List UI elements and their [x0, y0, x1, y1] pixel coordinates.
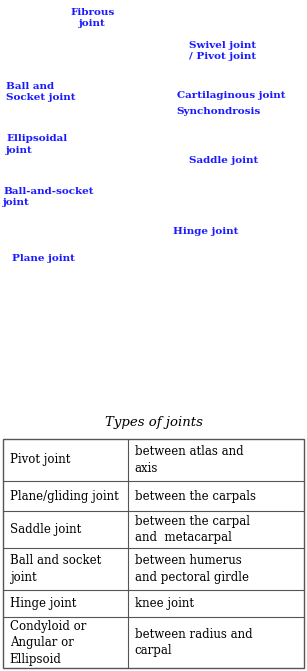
Text: Synchondrosis: Synchondrosis: [177, 107, 261, 117]
Text: Cartilaginous joint: Cartilaginous joint: [177, 91, 285, 100]
Text: knee joint: knee joint: [135, 597, 194, 610]
Text: Condyloid or
Angular or
Ellipsoid: Condyloid or Angular or Ellipsoid: [10, 619, 86, 666]
Text: between the carpal
and  metacarpal: between the carpal and metacarpal: [135, 515, 250, 544]
Text: Ball and
Socket joint: Ball and Socket joint: [6, 81, 76, 101]
Text: Swivel joint
/ Pivot joint: Swivel joint / Pivot joint: [189, 41, 256, 61]
Text: between the carpals: between the carpals: [135, 490, 256, 503]
Text: Ball-and-socket
joint: Ball-and-socket joint: [3, 187, 94, 207]
Text: Saddle joint: Saddle joint: [10, 523, 81, 536]
Text: Plane joint: Plane joint: [12, 254, 75, 263]
Text: between humerus
and pectoral girdle: between humerus and pectoral girdle: [135, 554, 249, 584]
Text: between atlas and
axis: between atlas and axis: [135, 445, 243, 474]
Text: between radius and
carpal: between radius and carpal: [135, 628, 252, 658]
Text: Plane/gliding joint: Plane/gliding joint: [10, 490, 119, 503]
Text: Fibrous
joint: Fibrous joint: [70, 8, 114, 28]
Text: Ball and socket
joint: Ball and socket joint: [10, 554, 101, 584]
Text: Types of joints: Types of joints: [105, 416, 202, 429]
Text: Saddle joint: Saddle joint: [189, 156, 258, 165]
Text: Hinge joint: Hinge joint: [173, 227, 239, 236]
Text: Hinge joint: Hinge joint: [10, 597, 76, 610]
Text: Pivot joint: Pivot joint: [10, 454, 70, 466]
Text: Ellipsoidal
joint: Ellipsoidal joint: [6, 134, 67, 154]
Bar: [3, 439, 304, 668]
